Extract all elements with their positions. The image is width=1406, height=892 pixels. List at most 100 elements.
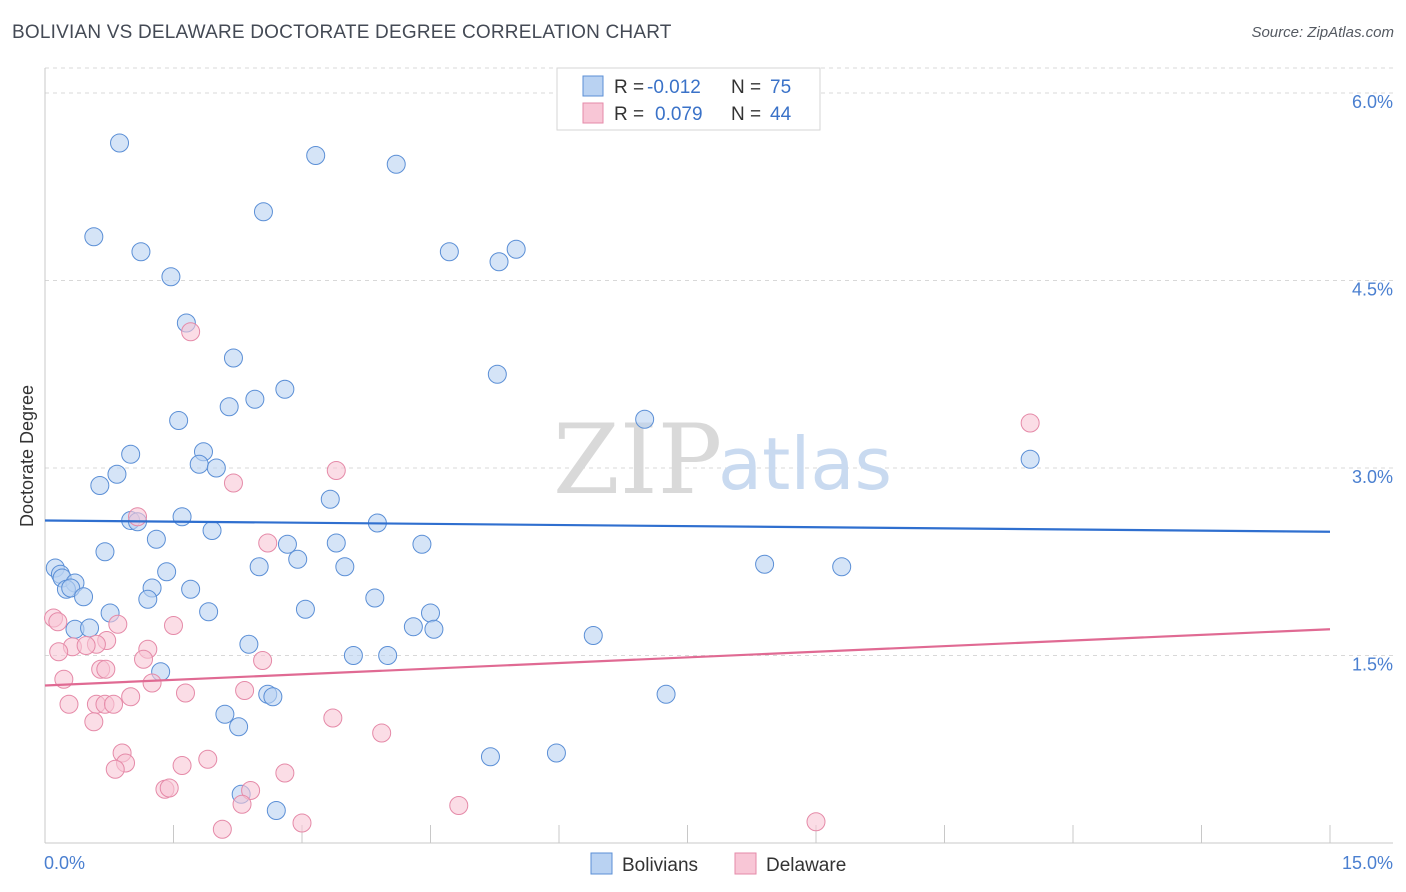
bolivians-point-69 bbox=[215, 704, 235, 724]
delaware-point-45 bbox=[806, 812, 826, 832]
y-tick-label-3: 6.0% bbox=[1352, 92, 1393, 112]
bolivians-point-31 bbox=[146, 529, 166, 549]
bolivians-point-1 bbox=[306, 146, 326, 165]
bolivians-point-36 bbox=[288, 549, 308, 569]
axes bbox=[44, 68, 1393, 844]
delaware-point-4 bbox=[128, 507, 148, 527]
delaware-trend-line bbox=[44, 628, 1331, 687]
x-tick-label-max: 15.0% bbox=[1342, 853, 1393, 873]
delaware-point-3 bbox=[223, 473, 243, 493]
delaware-point-23 bbox=[175, 683, 195, 703]
bolivians-point-38 bbox=[335, 557, 355, 577]
bolivians-point-40 bbox=[755, 554, 775, 574]
x-ticks bbox=[44, 825, 1331, 843]
series-legend-swatch-bolivians bbox=[590, 852, 613, 875]
bolivians-point-21 bbox=[206, 458, 226, 478]
bolivians-point-3 bbox=[253, 202, 273, 222]
delaware-point-0 bbox=[181, 322, 201, 342]
bolivians-point-70 bbox=[229, 717, 249, 737]
series-legend-swatch-delaware bbox=[734, 852, 757, 875]
bolivians-point-39 bbox=[157, 562, 177, 582]
stats-legend-swatch-bolivians bbox=[582, 75, 604, 97]
delaware-point-8 bbox=[108, 614, 128, 634]
y-axis-label: Doctorate Degree bbox=[17, 385, 37, 527]
bolivians-point-59 bbox=[403, 617, 423, 637]
bolivians-point-35 bbox=[95, 542, 115, 562]
bolivians-point-28 bbox=[172, 507, 192, 527]
x-tick-label-min: 0.0% bbox=[44, 853, 85, 873]
bolivians-point-61 bbox=[583, 626, 603, 645]
bolivians-point-0 bbox=[110, 133, 130, 153]
y-tick-labels: 1.5% 3.0% 4.5% 6.0% bbox=[1352, 92, 1393, 675]
bolivians-point-49 bbox=[181, 579, 201, 599]
bolivians-point-4 bbox=[84, 227, 104, 247]
delaware-point-42 bbox=[449, 796, 469, 815]
delaware-point-31 bbox=[372, 723, 392, 743]
delaware-point-2 bbox=[326, 461, 346, 480]
stats-r-label-0: R = bbox=[614, 77, 644, 98]
bolivians-point-9 bbox=[161, 267, 181, 287]
delaware-point-16 bbox=[134, 649, 154, 669]
delaware-point-25 bbox=[59, 694, 79, 714]
bolivians-point-23 bbox=[1020, 449, 1040, 469]
bolivians-point-11 bbox=[223, 348, 243, 368]
series-legend-label-delaware: Delaware bbox=[766, 855, 846, 876]
delaware-point-13 bbox=[76, 636, 96, 655]
bolivians-point-8 bbox=[489, 252, 509, 272]
stats-n-label-1: N = bbox=[731, 104, 761, 125]
delaware-point-41 bbox=[232, 794, 252, 814]
bolivians-point-16 bbox=[169, 411, 189, 430]
trend-lines bbox=[44, 519, 1331, 687]
delaware-point-39 bbox=[159, 778, 179, 798]
bolivians-point-17 bbox=[635, 409, 655, 429]
bolivians-point-24 bbox=[90, 476, 110, 495]
delaware-point-15 bbox=[49, 642, 69, 662]
delaware-points bbox=[44, 322, 1040, 839]
bolivians-point-63 bbox=[343, 646, 363, 665]
bolivians-point-30 bbox=[202, 521, 222, 540]
y-tick-label-2: 4.5% bbox=[1352, 280, 1393, 300]
stats-r-label-1: R = bbox=[614, 104, 644, 125]
bolivians-point-56 bbox=[421, 603, 440, 623]
series-legend: Bolivians Delaware bbox=[590, 852, 846, 876]
bolivians-point-58 bbox=[80, 618, 100, 638]
delaware-point-36 bbox=[105, 759, 125, 779]
delaware-point-22 bbox=[235, 681, 255, 700]
delaware-point-33 bbox=[198, 749, 218, 769]
bolivians-point-32 bbox=[277, 534, 297, 554]
delaware-point-1 bbox=[1020, 413, 1040, 433]
delaware-point-24 bbox=[121, 687, 141, 707]
bolivians-point-6 bbox=[439, 242, 459, 262]
delaware-point-37 bbox=[275, 763, 295, 783]
watermark-atlas: atlas bbox=[718, 422, 892, 506]
bolivians-point-34 bbox=[412, 534, 432, 554]
bolivians-point-72 bbox=[546, 743, 566, 763]
delaware-point-43 bbox=[212, 819, 232, 839]
delaware-point-35 bbox=[172, 756, 192, 775]
delaware-point-44 bbox=[292, 813, 312, 833]
chart-source: Source: ZipAtlas.com bbox=[1251, 24, 1394, 41]
stats-n-value-0: 75 bbox=[770, 77, 791, 98]
bolivians-point-12 bbox=[487, 364, 507, 384]
delaware-point-9 bbox=[164, 616, 183, 635]
bolivians-point-15 bbox=[219, 397, 239, 417]
stats-legend: R = -0.012 N = 75 R = 0.079 N = 44 bbox=[556, 67, 821, 131]
bolivians-point-7 bbox=[506, 239, 526, 259]
series-legend-label-bolivians: Bolivians bbox=[622, 855, 698, 876]
bolivians-point-55 bbox=[295, 599, 315, 619]
bolivians-point-50 bbox=[74, 587, 94, 607]
bolivians-point-41 bbox=[832, 557, 852, 577]
stats-r-value-1: 0.079 bbox=[655, 104, 703, 125]
y-tick-label-0: 1.5% bbox=[1352, 655, 1393, 675]
bolivians-point-18 bbox=[121, 444, 141, 464]
stats-n-label-0: N = bbox=[731, 77, 761, 98]
chart-title: BOLIVIAN VS DELAWARE DOCTORATE DEGREE CO… bbox=[12, 22, 672, 43]
bolivians-point-13 bbox=[275, 379, 295, 399]
bolivians-point-74 bbox=[266, 801, 286, 820]
delaware-point-30 bbox=[84, 712, 104, 732]
bolivians-trend-line bbox=[44, 519, 1331, 533]
delaware-point-17 bbox=[253, 651, 273, 670]
bolivians-point-52 bbox=[365, 588, 385, 608]
delaware-point-40 bbox=[241, 781, 261, 800]
bolivians-point-68 bbox=[656, 684, 676, 704]
